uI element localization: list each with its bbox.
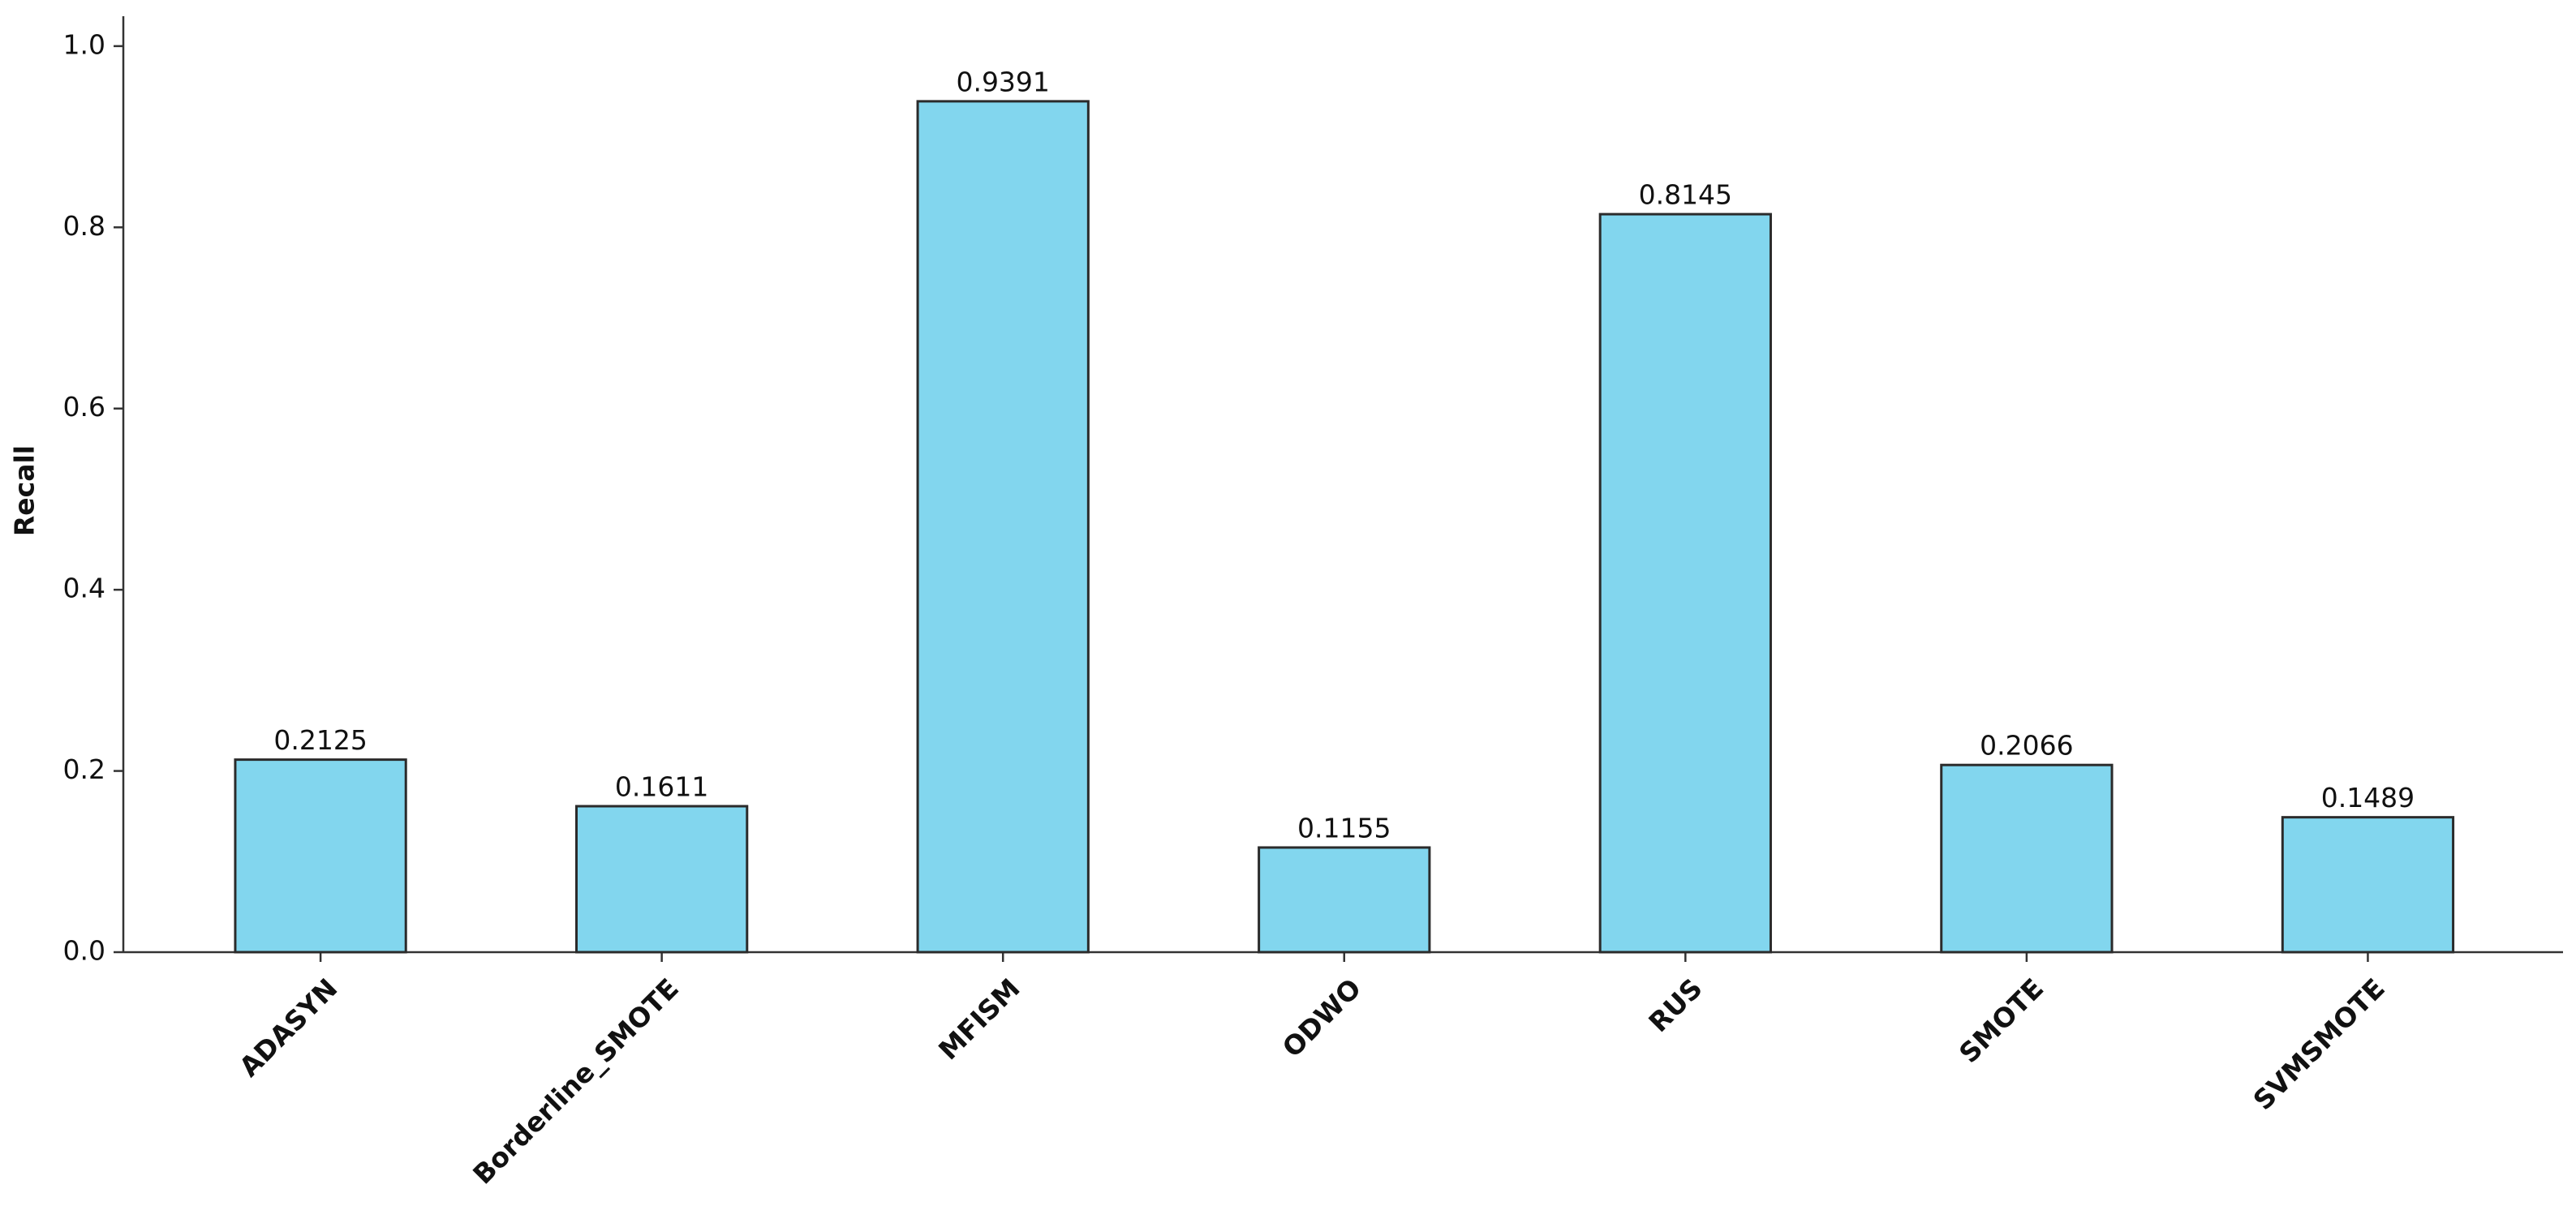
- y-tick-label: 0.0: [63, 935, 105, 967]
- value-label: 0.2125: [273, 724, 367, 756]
- y-tick-label: 0.2: [63, 753, 105, 785]
- value-label: 0.1611: [615, 771, 708, 803]
- value-label: 0.1155: [1297, 812, 1391, 843]
- value-label: 0.9391: [956, 66, 1049, 97]
- x-tick-label: ADASYN: [233, 972, 343, 1083]
- bar: [2281, 816, 2455, 954]
- x-tick-label: Borderline_SMOTE: [467, 972, 685, 1191]
- x-tick-label: MFISM: [932, 972, 1026, 1066]
- bar: [1258, 846, 1431, 954]
- value-label: 0.2066: [1980, 730, 2073, 762]
- y-tick-label: 0.8: [63, 210, 105, 242]
- value-label: 0.1489: [2321, 782, 2415, 813]
- y-tick-label: 0.4: [63, 573, 105, 604]
- bar: [234, 758, 407, 954]
- y-tick-label: 0.6: [63, 391, 105, 423]
- x-tick-label: SVMSMOTE: [2247, 972, 2390, 1116]
- value-label: 0.8145: [1639, 179, 1732, 211]
- bar: [1940, 763, 2114, 954]
- x-tick-label: SMOTE: [1953, 972, 2049, 1069]
- bar: [916, 100, 1090, 954]
- bar: [575, 805, 749, 954]
- x-tick-label: ODWO: [1276, 972, 1367, 1063]
- bar: [1598, 212, 1772, 954]
- y-tick-label: 1.0: [63, 28, 105, 60]
- x-tick-label: RUS: [1642, 972, 1708, 1038]
- y-axis-label: Recall: [9, 445, 41, 536]
